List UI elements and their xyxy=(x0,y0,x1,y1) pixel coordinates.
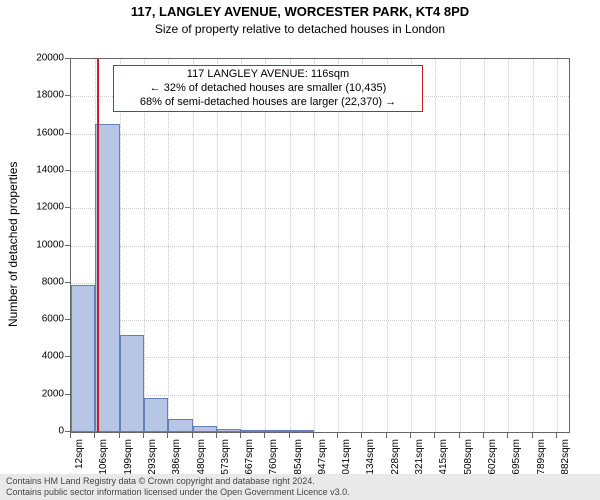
x-tick-mark xyxy=(313,433,314,438)
histogram-bar xyxy=(265,430,289,432)
gridline-horizontal xyxy=(71,320,569,321)
gridline-vertical xyxy=(435,59,436,432)
gridline-vertical xyxy=(168,59,169,432)
histogram-bar xyxy=(217,429,241,432)
x-tick-mark xyxy=(532,433,533,438)
x-tick-mark xyxy=(119,433,120,438)
gridline-vertical xyxy=(411,59,412,432)
x-tick-label: 1134sqm xyxy=(365,439,376,479)
x-tick-mark xyxy=(556,433,557,438)
gridline-vertical xyxy=(508,59,509,432)
x-tick-label: 199sqm xyxy=(123,439,134,475)
gridline-vertical xyxy=(387,59,388,432)
gridline-vertical xyxy=(338,59,339,432)
y-tick-label: 12000 xyxy=(36,202,64,213)
x-tick-mark xyxy=(240,433,241,438)
x-tick-mark xyxy=(337,433,338,438)
gridline-horizontal xyxy=(71,246,569,247)
x-tick-mark xyxy=(167,433,168,438)
footer-line: Contains public sector information licen… xyxy=(6,487,594,498)
page-subtitle: Size of property relative to detached ho… xyxy=(0,22,600,36)
annotation-box: 117 LANGLEY AVENUE: 116sqm← 32% of detac… xyxy=(113,65,423,112)
x-tick-mark xyxy=(70,433,71,438)
attribution-footer: Contains HM Land Registry data © Crown c… xyxy=(0,474,600,500)
x-tick-mark xyxy=(386,433,387,438)
histogram-bar xyxy=(168,419,192,432)
gridline-horizontal xyxy=(71,395,569,396)
gridline-vertical xyxy=(533,59,534,432)
property-marker-line xyxy=(97,59,99,432)
x-tick-mark xyxy=(459,433,460,438)
x-tick-label: 12sqm xyxy=(74,439,85,469)
y-tick-label: 20000 xyxy=(36,53,64,64)
gridline-horizontal xyxy=(71,208,569,209)
y-axis: 0200040006000800010000120001400016000180… xyxy=(0,58,70,433)
histogram-bar xyxy=(144,398,168,432)
x-tick-label: 667sqm xyxy=(244,439,255,475)
y-tick-label: 8000 xyxy=(42,276,64,287)
gridline-vertical xyxy=(265,59,266,432)
x-tick-label: 480sqm xyxy=(196,439,207,475)
annotation-line: ← 32% of detached houses are smaller (10… xyxy=(118,82,418,96)
x-tick-mark xyxy=(483,433,484,438)
x-tick-mark xyxy=(361,433,362,438)
x-tick-mark xyxy=(216,433,217,438)
y-tick-label: 0 xyxy=(58,426,64,437)
y-tick-label: 4000 xyxy=(42,351,64,362)
gridline-vertical xyxy=(314,59,315,432)
histogram-bar xyxy=(95,124,119,432)
x-tick-label: 760sqm xyxy=(268,439,279,475)
page-title: 117, LANGLEY AVENUE, WORCESTER PARK, KT4… xyxy=(0,4,600,19)
y-tick-label: 6000 xyxy=(42,314,64,325)
y-tick-label: 10000 xyxy=(36,239,64,250)
gridline-horizontal xyxy=(71,357,569,358)
histogram-bar xyxy=(290,430,314,432)
histogram-bar xyxy=(120,335,144,432)
y-tick-label: 14000 xyxy=(36,164,64,175)
y-tick-label: 18000 xyxy=(36,90,64,101)
gridline-vertical xyxy=(484,59,485,432)
x-tick-mark xyxy=(94,433,95,438)
x-tick-mark xyxy=(143,433,144,438)
annotation-line: 68% of semi-detached houses are larger (… xyxy=(118,96,418,110)
gridline-vertical xyxy=(193,59,194,432)
x-axis: 12sqm 106sqm 199sqm 293sqm 386sqm 480sqm 573sq… xyxy=(70,433,570,478)
x-tick-label: 106sqm xyxy=(98,439,109,475)
x-tick-label: 854sqm xyxy=(293,439,304,475)
gridline-vertical xyxy=(241,59,242,432)
y-tick-label: 2000 xyxy=(42,388,64,399)
gridline-vertical xyxy=(460,59,461,432)
x-tick-mark xyxy=(507,433,508,438)
x-tick-mark xyxy=(434,433,435,438)
x-tick-mark xyxy=(410,433,411,438)
histogram-bar xyxy=(241,430,265,432)
x-tick-mark xyxy=(192,433,193,438)
gridline-vertical xyxy=(362,59,363,432)
x-tick-label: 293sqm xyxy=(147,439,158,475)
chart-plot-area: 117 LANGLEY AVENUE: 116sqm← 32% of detac… xyxy=(70,58,570,433)
histogram-bar xyxy=(193,426,217,432)
annotation-line: 117 LANGLEY AVENUE: 116sqm xyxy=(118,68,418,82)
histogram-bar xyxy=(71,285,95,432)
gridline-vertical xyxy=(290,59,291,432)
x-tick-label: 947sqm xyxy=(317,439,328,475)
x-tick-label: 386sqm xyxy=(171,439,182,475)
x-tick-mark xyxy=(264,433,265,438)
footer-line: Contains HM Land Registry data © Crown c… xyxy=(6,476,594,487)
x-tick-mark xyxy=(289,433,290,438)
x-tick-label: 573sqm xyxy=(220,439,231,475)
gridline-vertical xyxy=(144,59,145,432)
gridline-horizontal xyxy=(71,134,569,135)
gridline-horizontal xyxy=(71,283,569,284)
gridline-horizontal xyxy=(71,171,569,172)
gridline-vertical xyxy=(217,59,218,432)
y-tick-label: 16000 xyxy=(36,127,64,138)
gridline-vertical xyxy=(557,59,558,432)
